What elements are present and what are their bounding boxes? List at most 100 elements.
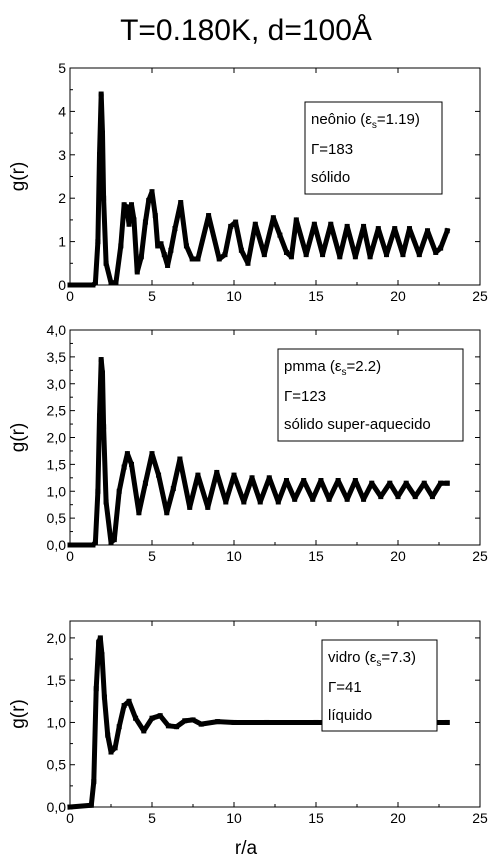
data-point xyxy=(138,254,144,260)
data-point xyxy=(155,243,161,249)
data-point xyxy=(95,488,101,494)
data-point xyxy=(103,260,109,266)
data-point xyxy=(433,249,439,255)
data-point xyxy=(275,499,281,505)
data-point xyxy=(156,472,162,478)
data-point xyxy=(310,496,316,502)
x-tick-label: 25 xyxy=(472,810,488,826)
legend-gamma: Γ=123 xyxy=(284,388,326,405)
legend-box xyxy=(277,348,464,442)
data-point xyxy=(168,247,174,253)
data-point xyxy=(129,461,134,467)
data-point xyxy=(412,494,418,500)
data-point xyxy=(141,728,147,734)
data-point xyxy=(149,451,155,457)
data-point xyxy=(335,478,341,483)
data-point xyxy=(283,249,289,255)
y-tick-label: 4 xyxy=(58,103,66,119)
data-point xyxy=(292,496,298,502)
data-point xyxy=(400,252,406,258)
data-point xyxy=(97,152,103,158)
data-point xyxy=(361,496,367,502)
y-tick-label: 2,5 xyxy=(47,403,67,419)
x-tick-label: 10 xyxy=(226,810,242,826)
data-point xyxy=(352,478,358,483)
x-tick-label: 15 xyxy=(308,288,324,304)
data-point xyxy=(215,719,221,725)
data-point xyxy=(233,219,239,225)
data-point xyxy=(438,480,444,486)
data-point xyxy=(158,241,164,247)
data-point xyxy=(241,499,247,505)
data-point xyxy=(177,456,183,462)
x-tick-label: 20 xyxy=(390,548,406,564)
data-point xyxy=(149,715,155,721)
data-point xyxy=(121,464,127,470)
data-point xyxy=(313,719,319,725)
x-tick-label: 15 xyxy=(308,810,324,826)
x-tick-label: 5 xyxy=(148,810,156,826)
data-point xyxy=(133,715,139,721)
data-point xyxy=(444,719,450,725)
data-point xyxy=(97,635,103,641)
data-point xyxy=(444,228,450,234)
data-point xyxy=(189,256,195,262)
x-tick-label: 10 xyxy=(226,288,242,304)
y-tick-label: 4,0 xyxy=(47,322,67,338)
data-point xyxy=(261,252,267,258)
legend-phase: sólido xyxy=(311,169,350,186)
data-point xyxy=(183,243,189,249)
data-point xyxy=(121,703,127,709)
data-point xyxy=(182,718,188,724)
y-tick-label: 2,0 xyxy=(47,630,67,646)
y-tick-label: 1,5 xyxy=(47,672,67,688)
y-tick-label: 0,5 xyxy=(47,510,67,526)
data-point xyxy=(116,488,122,494)
data-point xyxy=(142,480,148,486)
x-tick-label: 0 xyxy=(66,548,74,564)
data-point xyxy=(96,639,102,645)
data-point xyxy=(99,370,105,376)
data-point xyxy=(303,252,309,258)
x-tick-label: 25 xyxy=(472,548,488,564)
y-tick-label: 2,0 xyxy=(47,430,67,446)
data-point xyxy=(99,652,105,658)
y-tick-label: 3,0 xyxy=(47,376,67,392)
data-point xyxy=(142,219,148,225)
data-point xyxy=(164,510,170,516)
data-point xyxy=(438,245,444,251)
data-point xyxy=(118,243,124,249)
data-point xyxy=(344,223,350,229)
data-point xyxy=(126,698,132,704)
data-point xyxy=(105,732,111,738)
data-point xyxy=(108,749,114,755)
data-point xyxy=(101,195,107,201)
data-point xyxy=(113,280,119,286)
x-tick-label: 0 xyxy=(66,810,74,826)
legend-gamma: Γ=183 xyxy=(311,141,353,158)
data-point xyxy=(245,260,251,266)
legend-material: pmma ( xyxy=(284,358,335,375)
legend-material-line: vidro (εs=7.3) xyxy=(328,649,416,669)
data-point xyxy=(195,256,201,262)
data-point xyxy=(425,228,431,234)
data-point xyxy=(416,252,422,258)
legend-gamma: Γ=41 xyxy=(328,679,362,696)
data-point xyxy=(231,719,237,725)
data-point xyxy=(352,254,358,260)
data-point xyxy=(165,262,171,268)
data-point xyxy=(172,226,178,232)
data-point xyxy=(288,254,294,260)
data-point xyxy=(152,213,158,219)
data-point xyxy=(124,204,130,210)
x-tick-label: 20 xyxy=(390,810,406,826)
data-point xyxy=(444,480,450,486)
data-point xyxy=(344,496,350,502)
series-line xyxy=(67,91,451,288)
data-point xyxy=(112,745,118,751)
legend-epsilon-value: =1.19) xyxy=(377,111,420,128)
y-tick-label: 0,0 xyxy=(47,799,67,815)
legend-box xyxy=(304,101,443,195)
data-point xyxy=(328,221,334,227)
data-point xyxy=(293,217,299,223)
